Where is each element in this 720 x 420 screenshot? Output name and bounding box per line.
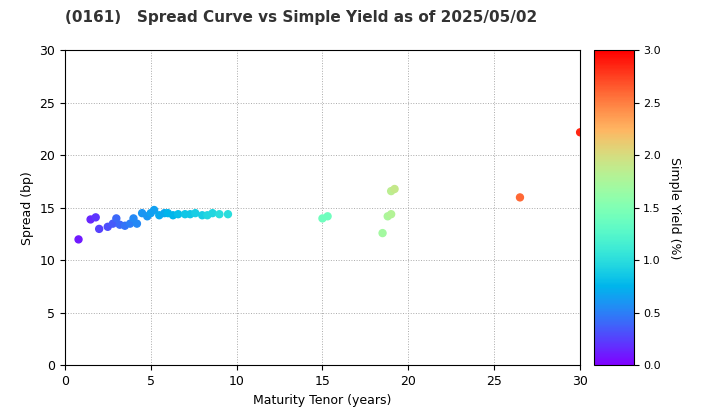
Point bbox=[162, 210, 174, 217]
Point bbox=[385, 188, 397, 194]
Point bbox=[197, 212, 208, 218]
Point bbox=[214, 211, 225, 218]
Point bbox=[167, 212, 179, 218]
Point bbox=[322, 213, 333, 220]
Point bbox=[389, 186, 400, 192]
Point bbox=[94, 226, 105, 232]
Point bbox=[73, 236, 84, 243]
Point bbox=[222, 211, 234, 218]
Y-axis label: Spread (bp): Spread (bp) bbox=[21, 171, 34, 245]
Point bbox=[179, 211, 191, 218]
Point bbox=[90, 214, 102, 221]
Point bbox=[317, 215, 328, 222]
Point bbox=[153, 212, 165, 218]
Point bbox=[207, 210, 218, 217]
Point bbox=[377, 230, 388, 236]
Point bbox=[114, 221, 125, 228]
Point bbox=[142, 213, 153, 220]
Text: (0161)   Spread Curve vs Simple Yield as of 2025/05/02: (0161) Spread Curve vs Simple Yield as o… bbox=[65, 10, 537, 25]
Point bbox=[202, 212, 213, 218]
Point bbox=[385, 211, 397, 218]
Point bbox=[514, 194, 526, 201]
Point bbox=[145, 210, 156, 217]
Point bbox=[127, 215, 139, 222]
Point bbox=[575, 129, 586, 136]
Point bbox=[172, 211, 184, 218]
Point bbox=[107, 220, 119, 227]
Y-axis label: Simple Yield (%): Simple Yield (%) bbox=[667, 157, 680, 259]
Point bbox=[189, 210, 201, 217]
Point bbox=[119, 223, 130, 229]
Point bbox=[85, 216, 96, 223]
Point bbox=[125, 220, 136, 227]
Point bbox=[136, 210, 148, 217]
Point bbox=[382, 213, 393, 220]
Point bbox=[158, 210, 170, 217]
Point bbox=[131, 220, 143, 227]
Point bbox=[102, 223, 114, 230]
Point bbox=[148, 207, 160, 213]
Point bbox=[111, 215, 122, 222]
Point bbox=[184, 211, 196, 218]
X-axis label: Maturity Tenor (years): Maturity Tenor (years) bbox=[253, 394, 392, 407]
